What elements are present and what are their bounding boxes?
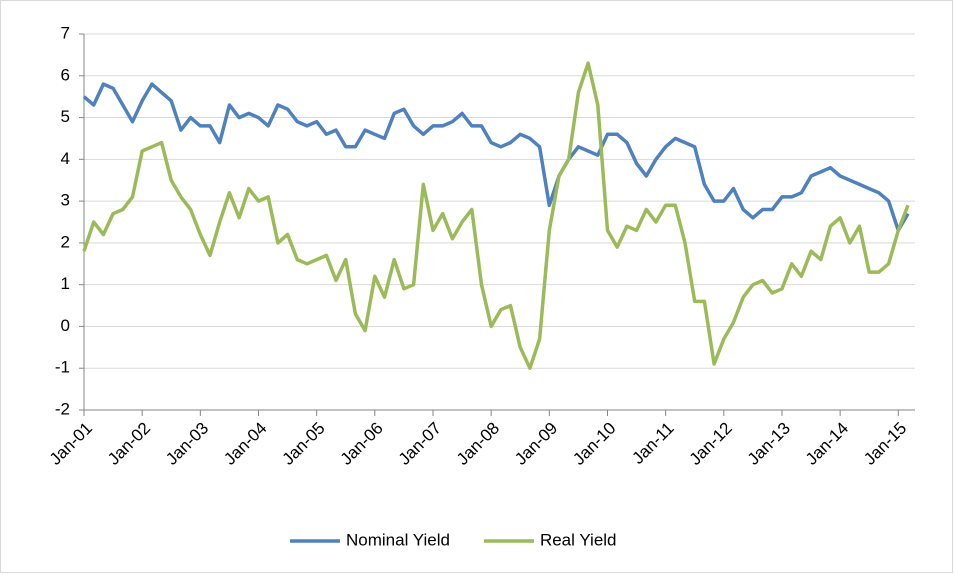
- y-tick-label: 0: [61, 316, 70, 335]
- y-tick-label: -2: [55, 399, 70, 418]
- y-tick-label: -1: [55, 358, 70, 377]
- y-tick-label: 7: [61, 23, 70, 42]
- legend-label: Nominal Yield: [346, 530, 450, 549]
- line-series: [82, 82, 910, 233]
- y-tick-label: 5: [61, 107, 70, 126]
- legend-label: Real Yield: [540, 530, 617, 549]
- line-series: [82, 61, 910, 370]
- y-tick-label: 6: [61, 65, 70, 84]
- y-tick-label: 3: [61, 191, 70, 210]
- y-tick-label: 4: [61, 149, 70, 168]
- y-tick-label: 1: [61, 274, 70, 293]
- y-tick-label: 2: [61, 232, 70, 251]
